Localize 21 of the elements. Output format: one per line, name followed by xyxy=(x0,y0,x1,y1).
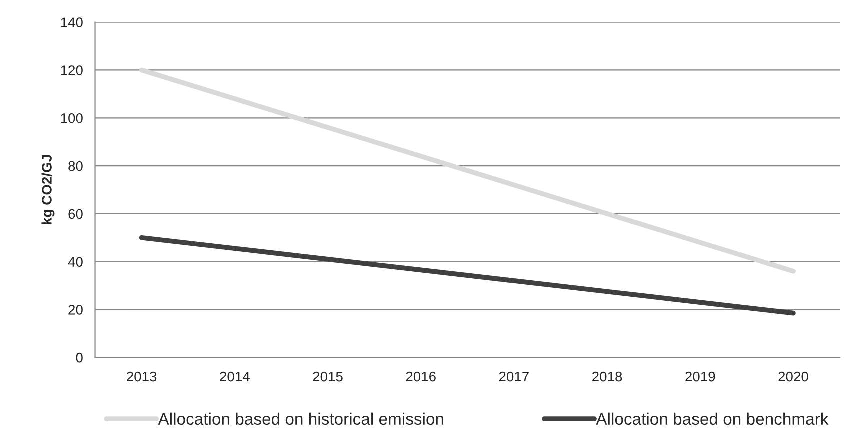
legend-label: Allocation based on benchmark xyxy=(596,412,829,426)
y-tick-label: 100 xyxy=(61,113,83,124)
x-tick-label: 2020 xyxy=(778,372,808,382)
x-tick-label: 2017 xyxy=(499,372,529,382)
x-tick-label: 2014 xyxy=(220,372,250,382)
y-tick-label: 80 xyxy=(68,161,83,172)
y-tick-label: 20 xyxy=(68,305,83,315)
legend-label: Allocation based on historical emission xyxy=(158,412,444,426)
x-tick-label: 2019 xyxy=(686,372,716,382)
y-axis-title: kg CO2/GJ xyxy=(42,155,55,225)
y-tick-label: 40 xyxy=(68,257,83,267)
x-tick-label: 2013 xyxy=(127,372,157,382)
y-tick-label: 0 xyxy=(76,352,83,363)
y-tick-label: 120 xyxy=(61,66,83,76)
x-tick-label: 2018 xyxy=(592,372,622,382)
x-tick-label: 2015 xyxy=(313,372,343,382)
y-tick-label: 140 xyxy=(61,18,83,28)
line-series xyxy=(139,235,796,316)
y-tick-label: 60 xyxy=(68,209,83,220)
x-tick-label: 2016 xyxy=(406,372,436,382)
line-series xyxy=(139,68,796,274)
